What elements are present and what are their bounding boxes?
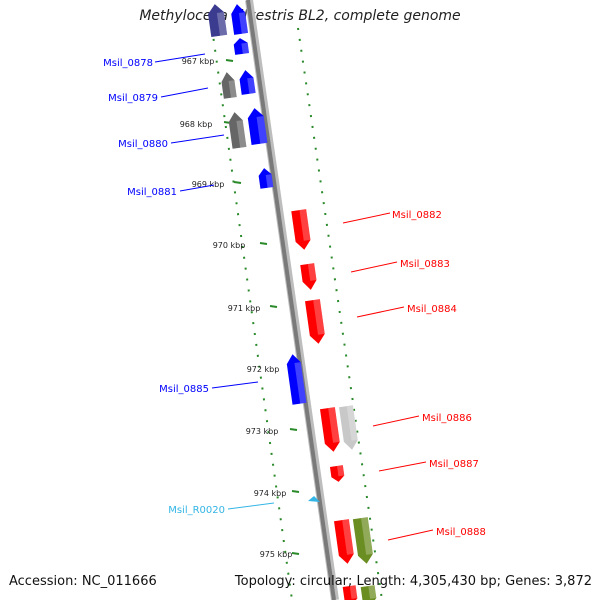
gene-arrow[interactable]	[320, 407, 341, 453]
gene-arrow[interactable]	[238, 69, 256, 95]
gene-arrow-shade	[299, 209, 311, 241]
kbp-tick-label: 973 kbp	[246, 427, 279, 436]
gene-arrow-shade	[368, 585, 377, 599]
gene-callout-line	[372, 415, 420, 427]
kbp-tick-label: 969 kbp	[192, 180, 225, 189]
gene-arrow-shade	[241, 42, 250, 54]
kbp-tick-label: 974 kbp	[254, 489, 287, 498]
gene-arrow-shade	[313, 299, 325, 335]
gene-arrow[interactable]	[291, 209, 311, 251]
gene-arrow-shade	[307, 263, 317, 281]
gene-label-msil-0885[interactable]: Msil_0885	[159, 384, 209, 395]
gene-callout-line	[170, 134, 225, 144]
kbp-tick-label: 975 kbp	[260, 550, 293, 559]
gene-label-msil-0883[interactable]: Msil_0883	[400, 259, 450, 270]
gene-arrow-shade	[361, 517, 373, 555]
gene-arrow-shade	[346, 405, 358, 441]
gene-arrow[interactable]	[360, 585, 378, 600]
gene-arrow[interactable]	[305, 299, 326, 345]
gene-label-msil-0878[interactable]: Msil_0878	[103, 58, 153, 69]
gene-callout-line	[387, 529, 434, 541]
gene-callout-line	[356, 306, 405, 318]
gene-label-msil-r0020[interactable]: Msil_R0020	[168, 505, 225, 516]
gene-label-msil-0882[interactable]: Msil_0882	[392, 210, 442, 221]
kbp-tick-label: 970 kbp	[213, 241, 246, 250]
kbp-tick	[225, 59, 234, 62]
gene-arrow-shade	[349, 585, 358, 599]
gene-callout-line	[350, 261, 398, 273]
kbp-tick	[291, 490, 300, 493]
gene-label-msil-0884[interactable]: Msil_0884	[407, 304, 457, 315]
gene-arrow[interactable]	[300, 263, 317, 291]
gene-arrow-shade	[294, 362, 307, 404]
gene-label-msil-0886[interactable]: Msil_0886	[422, 413, 472, 424]
gene-arrow[interactable]	[286, 353, 307, 405]
gene-arrow[interactable]	[334, 519, 355, 565]
gene-arrow-shade	[265, 174, 274, 188]
gene-arrow[interactable]	[352, 517, 374, 565]
gene-arrow-shade	[216, 11, 228, 36]
genome-axis	[246, 0, 336, 600]
gene-arrow-shade	[228, 80, 237, 98]
gene-arrow-shade	[337, 465, 345, 477]
gene-label-msil-0888[interactable]: Msil_0888	[436, 527, 486, 538]
accession-label: Accession: NC_011666	[9, 574, 157, 589]
kbp-tick	[289, 428, 298, 431]
gene-arrow[interactable]	[220, 71, 237, 99]
gene-label-msil-0881[interactable]: Msil_0881	[127, 187, 177, 198]
gene-arrow[interactable]	[230, 3, 249, 35]
gene-label-msil-0879[interactable]: Msil_0879	[108, 93, 158, 104]
gene-callout-line	[154, 53, 206, 63]
gene-label-msil-0880[interactable]: Msil_0880	[118, 139, 168, 150]
gene-arrow-shade	[247, 77, 256, 94]
kbp-tick-label: 968 kbp	[180, 120, 213, 129]
rna-gene-marker[interactable]	[308, 496, 320, 502]
gene-callout-line	[227, 502, 275, 510]
kbp-tick	[233, 181, 242, 184]
gene-arrow-shade	[256, 115, 268, 144]
gene-arrow[interactable]	[329, 465, 345, 483]
gene-arrow[interactable]	[339, 405, 359, 451]
gene-arrow[interactable]	[247, 107, 268, 145]
kbp-tick	[269, 305, 278, 308]
gene-label-msil-0887[interactable]: Msil_0887	[429, 459, 479, 470]
gene-arrow-shade	[238, 12, 249, 34]
gene-callout-line	[378, 461, 427, 472]
kbp-tick	[259, 242, 268, 245]
gene-arrow[interactable]	[233, 37, 250, 55]
gene-callout-line	[179, 184, 215, 192]
gene-arrow[interactable]	[207, 3, 228, 37]
gene-arrow-shade	[342, 519, 354, 555]
kbp-tick	[291, 552, 300, 555]
gene-arrow[interactable]	[258, 167, 274, 189]
topology-label: Topology: circular; Length: 4,305,430 bp…	[234, 574, 592, 589]
kbp-tick-label: 971 kbp	[228, 304, 261, 313]
gene-arrow[interactable]	[228, 111, 247, 149]
gene-arrow-shade	[328, 407, 340, 443]
gene-callout-line	[160, 87, 209, 98]
kbp-tick-label: 967 kbp	[182, 57, 215, 66]
gene-callout-line	[342, 212, 391, 224]
gene-arrow[interactable]	[342, 585, 359, 600]
gene-arrow-shade	[236, 120, 247, 148]
gene-callout-line	[211, 381, 259, 389]
kbp-tick-label: 972 kbp	[247, 365, 280, 374]
